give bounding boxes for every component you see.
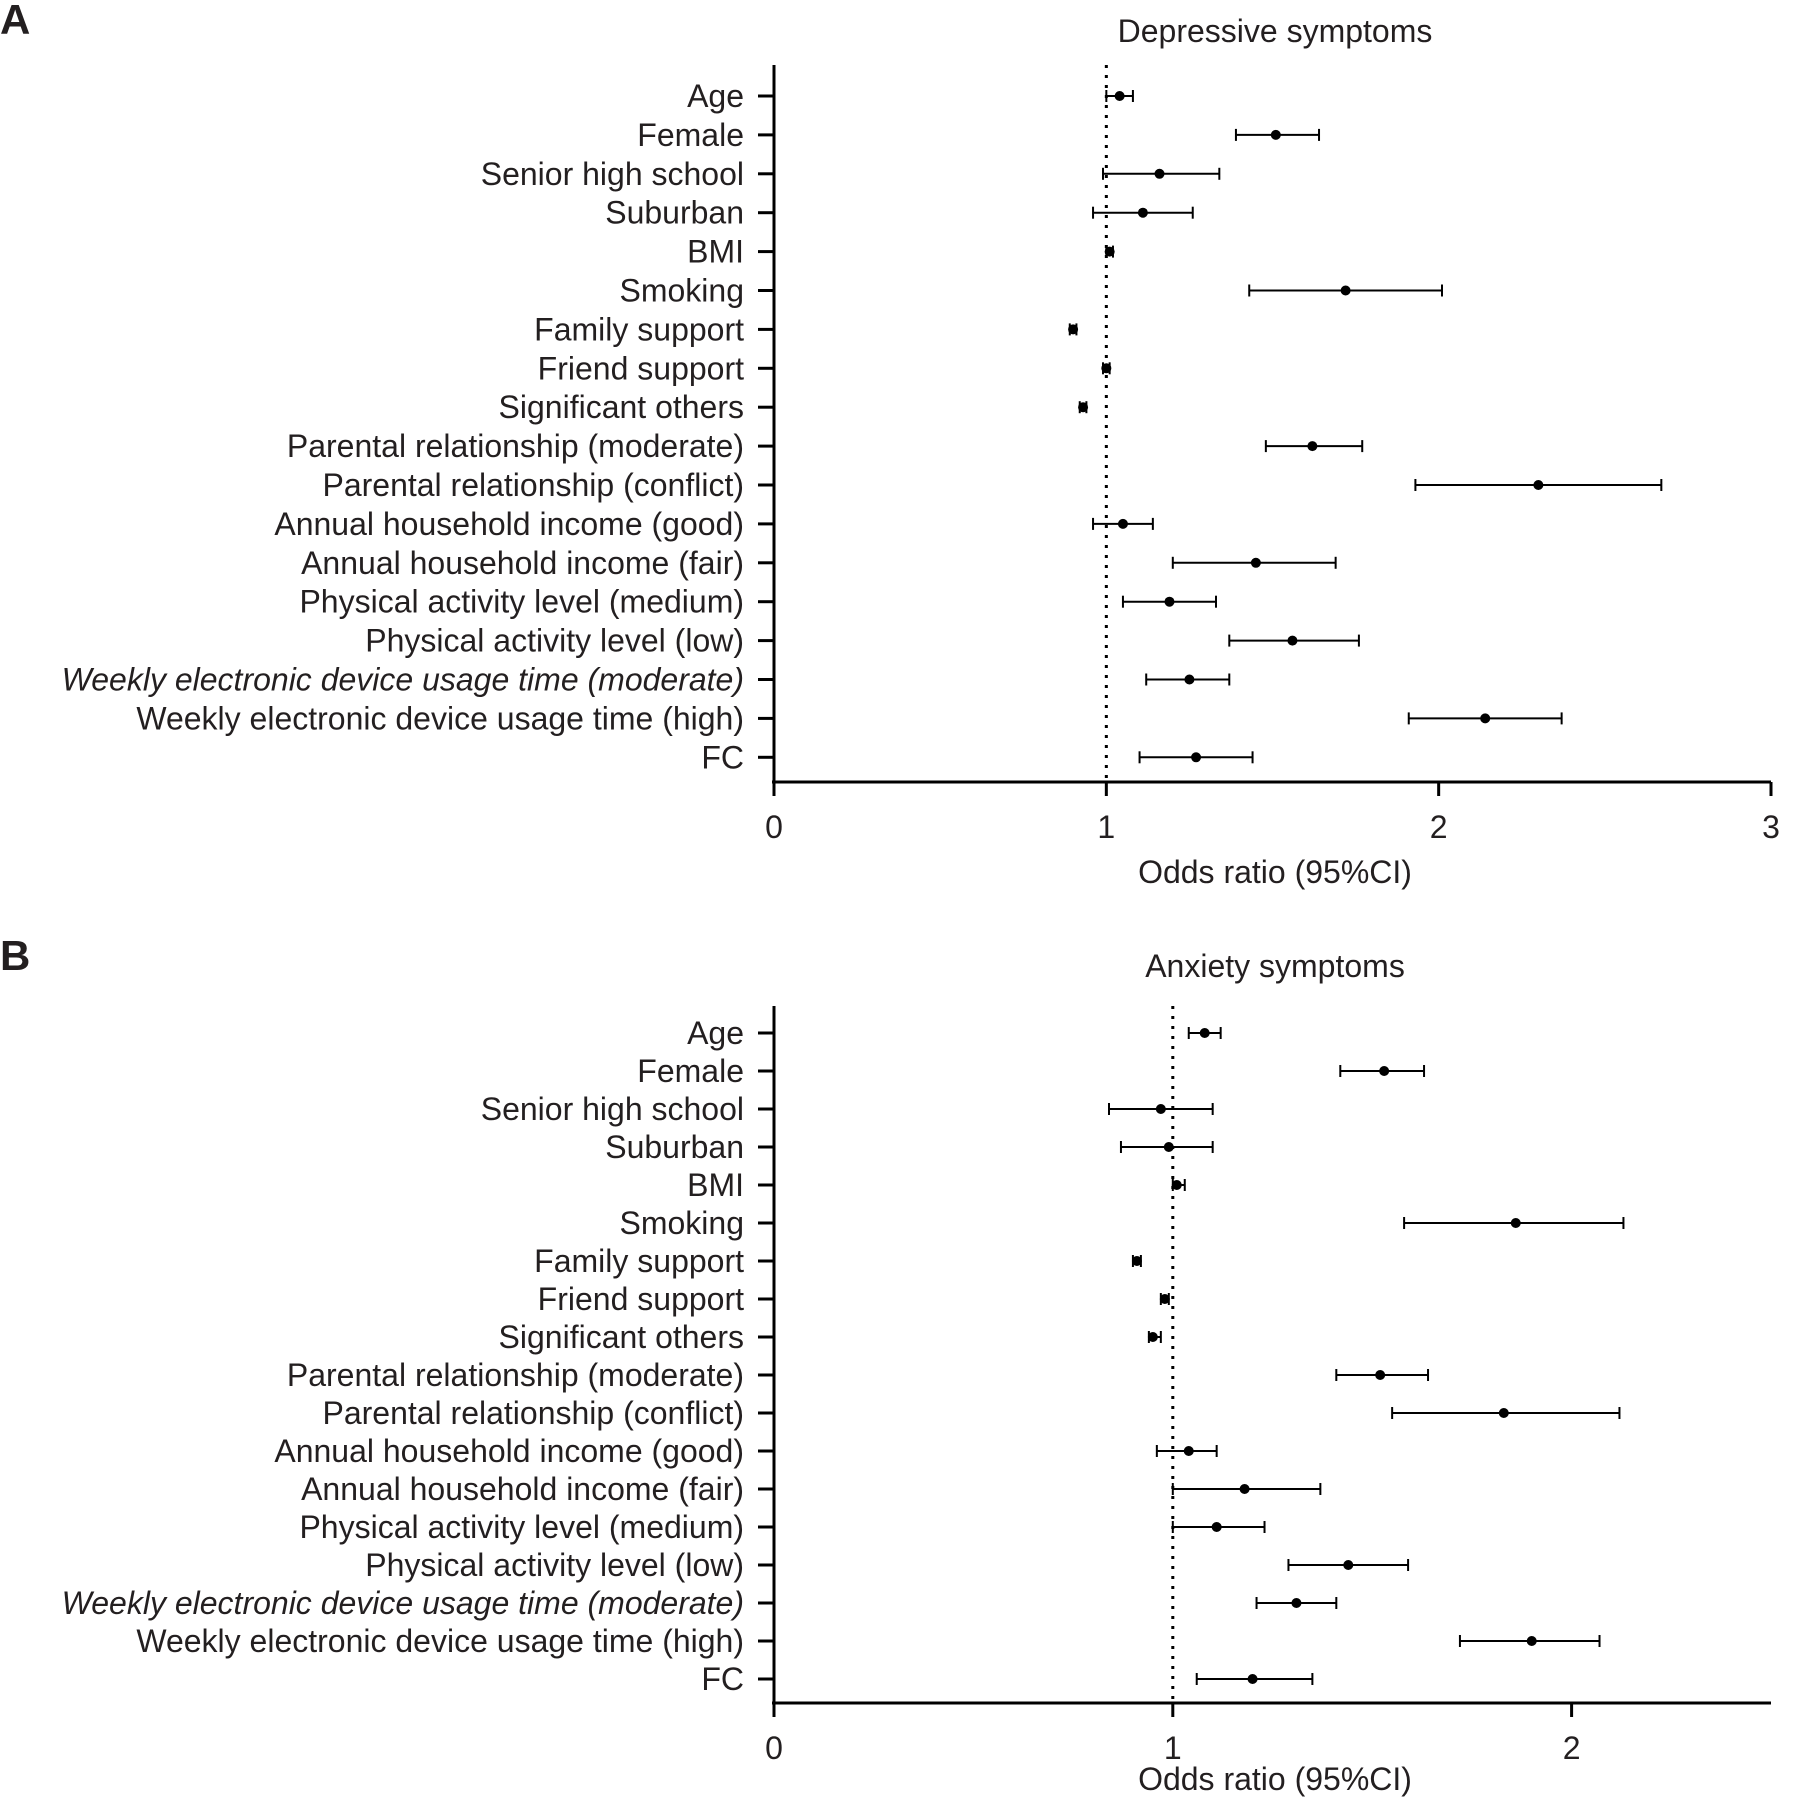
row-label: Parental relationship (conflict) (322, 1395, 744, 1431)
odds-ratio-point (1211, 1522, 1222, 1532)
odds-ratio-point (1343, 1560, 1354, 1570)
row-label: Age (687, 1015, 744, 1051)
x-tick-label: 0 (765, 1730, 783, 1766)
odds-ratio-point (1154, 168, 1165, 179)
odds-ratio-point (1533, 480, 1544, 490)
odds-ratio-point (1199, 1028, 1210, 1038)
odds-ratio-point (1510, 1218, 1521, 1228)
row-label: Physical activity level (low) (365, 1547, 744, 1583)
odds-ratio-point (1307, 441, 1318, 452)
row-label: Parental relationship (moderate) (287, 1357, 744, 1393)
row-label: Weekly electronic device usage time (hig… (136, 700, 744, 736)
odds-ratio-point (1247, 1674, 1258, 1684)
odds-ratio-point (1114, 91, 1125, 101)
odds-ratio-point (1250, 557, 1261, 568)
odds-ratio-point (1183, 1446, 1194, 1456)
odds-ratio-point (1191, 752, 1202, 763)
row-label: Significant others (499, 389, 744, 425)
row-label: Smoking (620, 1205, 745, 1241)
x-tick-label: 2 (1430, 809, 1448, 845)
row-label: Family support (534, 311, 744, 347)
x-axis-title: Odds ratio (95%CI) (1138, 854, 1412, 890)
odds-ratio-point (1239, 1484, 1250, 1494)
row-label: Annual household income (good) (274, 506, 744, 542)
row-label: Friend support (538, 350, 744, 386)
odds-ratio-point (1147, 1332, 1158, 1342)
odds-ratio-point (1171, 1180, 1182, 1190)
odds-ratio-point (1340, 285, 1351, 296)
odds-ratio-point (1379, 1066, 1390, 1076)
odds-ratio-point (1375, 1370, 1386, 1380)
odds-ratio-point (1117, 518, 1128, 529)
row-label: Friend support (538, 1281, 744, 1317)
odds-ratio-point (1291, 1598, 1302, 1608)
odds-ratio-point (1137, 207, 1148, 218)
odds-ratio-point (1498, 1408, 1509, 1418)
row-label: Suburban (605, 1129, 744, 1165)
odds-ratio-point (1155, 1104, 1166, 1114)
row-label: Weekly electronic device usage time (mod… (62, 1585, 744, 1621)
row-label: Weekly electronic device usage time (hig… (136, 1623, 744, 1659)
odds-ratio-point (1164, 596, 1175, 607)
odds-ratio-point (1287, 635, 1298, 646)
row-label: Annual household income (fair) (301, 1471, 744, 1507)
row-label: Smoking (620, 273, 745, 309)
x-axis-title: Odds ratio (95%CI) (1138, 1761, 1412, 1797)
odds-ratio-point (1184, 674, 1195, 685)
row-label: Female (637, 1053, 744, 1089)
row-label: Weekly electronic device usage time (mod… (62, 662, 744, 698)
row-label: Senior high school (481, 156, 744, 192)
x-tick-label: 3 (1762, 809, 1780, 845)
row-label: FC (701, 739, 744, 775)
row-label: Physical activity level (medium) (299, 584, 744, 620)
x-tick-label: 1 (1164, 1730, 1182, 1766)
odds-ratio-point (1270, 129, 1281, 140)
panel-label: B (0, 932, 30, 979)
odds-ratio-point (1131, 1256, 1142, 1266)
row-label: Annual household income (good) (274, 1433, 744, 1469)
chart-title: Depressive symptoms (1118, 13, 1433, 49)
odds-ratio-point (1480, 713, 1491, 724)
odds-ratio-point (1068, 324, 1079, 335)
row-label: Physical activity level (low) (365, 623, 744, 659)
row-label: BMI (687, 1167, 744, 1203)
row-label: Parental relationship (moderate) (287, 428, 744, 464)
odds-ratio-point (1526, 1636, 1537, 1646)
x-tick-label: 2 (1563, 1730, 1581, 1766)
x-tick-label: 1 (1097, 809, 1115, 845)
odds-ratio-point (1078, 402, 1089, 413)
odds-ratio-point (1159, 1294, 1170, 1304)
row-label: Female (637, 117, 744, 153)
row-label: FC (701, 1661, 744, 1697)
row-label: Annual household income (fair) (301, 545, 744, 581)
row-label: Significant others (499, 1319, 744, 1355)
x-tick-label: 0 (765, 809, 783, 845)
row-label: Family support (534, 1243, 744, 1279)
odds-ratio-point (1104, 246, 1115, 257)
panel-label: A (0, 0, 30, 43)
odds-ratio-point (1163, 1142, 1174, 1152)
row-label: BMI (687, 234, 744, 270)
row-label: Parental relationship (conflict) (322, 467, 744, 503)
row-label: Physical activity level (medium) (299, 1509, 744, 1545)
chart-title: Anxiety symptoms (1145, 948, 1405, 984)
row-label: Suburban (605, 195, 744, 231)
odds-ratio-point (1101, 363, 1112, 374)
row-label: Age (687, 78, 744, 114)
row-label: Senior high school (481, 1091, 744, 1127)
